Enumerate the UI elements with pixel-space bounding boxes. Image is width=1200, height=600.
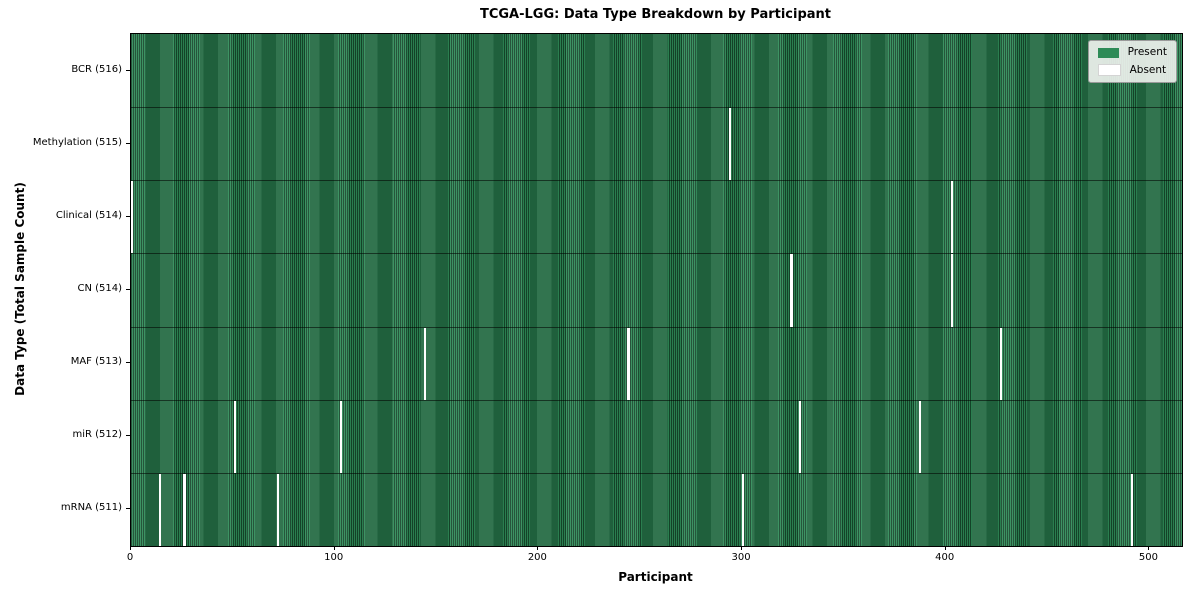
x-tick-label: 100	[324, 552, 344, 563]
absent-marker	[741, 473, 744, 546]
legend-swatch-icon	[1097, 64, 1121, 76]
absent-marker	[951, 181, 954, 254]
absent-marker	[798, 400, 801, 473]
absent-marker	[729, 108, 732, 181]
heatmap-row-mRNA	[131, 472, 1182, 546]
absent-marker	[131, 181, 134, 254]
heatmap-row-miR	[131, 399, 1182, 473]
legend-label: Present	[1127, 46, 1167, 58]
plot-area: Present Absent	[130, 33, 1183, 547]
absent-marker	[183, 473, 186, 546]
heatmap-row-CN	[131, 253, 1182, 327]
x-tick-mark	[944, 546, 946, 550]
y-tick-mark	[126, 289, 130, 290]
y-tick-label: Clinical (514)	[55, 209, 122, 221]
absent-marker	[627, 327, 630, 400]
absent-marker	[234, 400, 237, 473]
absent-marker	[340, 400, 343, 473]
y-tick-mark	[126, 435, 130, 437]
absent-marker	[277, 473, 280, 546]
x-tick-mark	[1148, 546, 1150, 550]
x-axis-label: Participant	[618, 570, 693, 584]
y-tick-label: Methylation (515)	[32, 136, 122, 148]
legend: Present Absent	[1087, 40, 1177, 83]
y-tick-label: MAF (513)	[70, 356, 122, 368]
heatmap-row-Methylation	[131, 107, 1182, 181]
absent-marker	[423, 327, 426, 400]
x-tick-label: 400	[935, 552, 955, 563]
y-tick-mark	[126, 69, 130, 71]
absent-marker	[1130, 473, 1133, 546]
heatmap-row-MAF	[131, 326, 1182, 400]
y-tick-mark	[126, 215, 130, 217]
legend-item-absent: Absent	[1097, 63, 1167, 76]
x-tick-label: 200	[527, 552, 547, 563]
absent-marker	[918, 400, 921, 473]
y-tick-mark	[126, 508, 130, 510]
y-tick-mark	[126, 362, 130, 364]
absent-marker	[951, 254, 954, 327]
legend-label: Absent	[1129, 63, 1167, 76]
legend-swatch-icon	[1097, 47, 1119, 58]
absent-marker	[1000, 327, 1003, 400]
x-tick-mark	[741, 546, 743, 550]
y-tick-label: CN (514)	[77, 283, 122, 294]
chart-title: TCGA-LGG: Data Type Breakdown by Partici…	[479, 7, 832, 22]
x-tick-label: 500	[1138, 552, 1158, 563]
y-tick-label: BCR (516)	[71, 63, 122, 75]
heatmap-row-BCR	[131, 34, 1182, 108]
x-tick-label: 0	[126, 552, 134, 563]
heatmap-row-Clinical	[131, 180, 1182, 254]
x-tick-mark	[537, 546, 539, 550]
absent-marker	[790, 254, 793, 327]
legend-item-present: Present	[1097, 46, 1167, 58]
absent-marker	[159, 473, 162, 546]
x-tick-mark	[130, 546, 131, 550]
y-tick-label: miR (512)	[72, 429, 122, 441]
x-tick-mark	[333, 546, 335, 550]
y-tick-label: mRNA (511)	[60, 502, 122, 514]
heatmap-rows	[131, 34, 1182, 546]
y-tick-mark	[126, 142, 130, 144]
x-tick-label: 300	[731, 552, 751, 563]
